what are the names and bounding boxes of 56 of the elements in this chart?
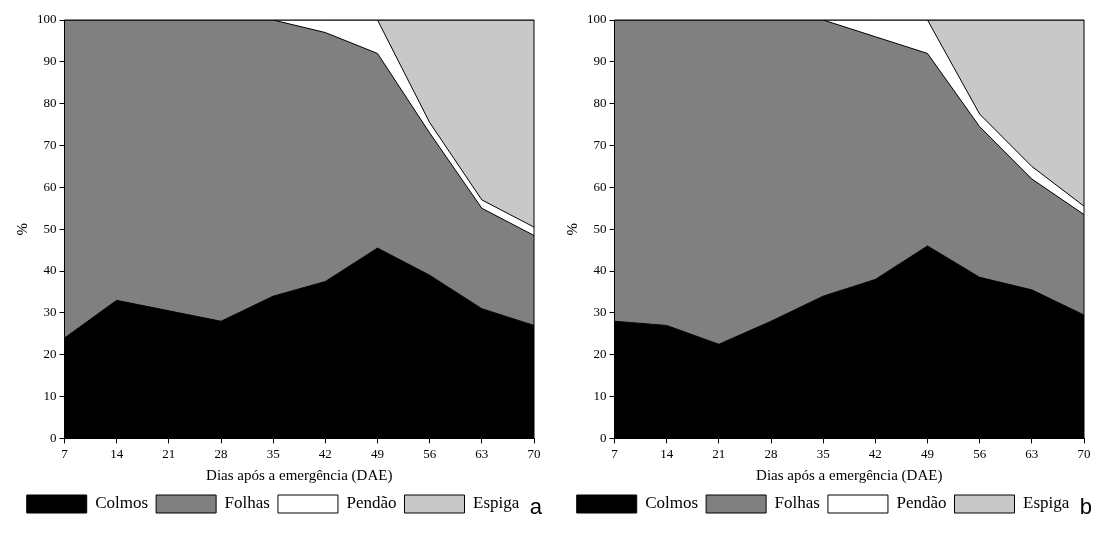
y-tick-label: 40 [43,262,57,278]
x-tick-label: 49 [371,445,384,461]
y-tick-label: 20 [43,346,57,362]
x-tick-label: 7 [61,445,69,461]
legend-label: Espiga [473,493,520,513]
y-tick-label: 90 [593,53,607,69]
y-tick-label: 0 [50,429,57,445]
y-tick-label: 50 [593,220,607,236]
y-tick-label: 70 [593,136,607,152]
x-tick-label: 28 [764,445,778,461]
y-tick-label: 30 [43,304,57,320]
legend-label: Espiga [1023,493,1070,513]
y-tick-label: 90 [43,53,57,69]
y-axis-title: % [13,222,30,236]
x-tick-label: 56 [423,445,437,461]
y-tick-label: 40 [593,262,607,278]
y-tick-label: 30 [593,304,607,320]
y-tick-label: 60 [43,178,57,194]
x-tick-label: 21 [162,445,176,461]
x-tick-label: 70 [1077,445,1091,461]
x-tick-label: 28 [214,445,228,461]
legend-label: Folhas [774,493,820,513]
x-axis-title: Dias após a emergência (DAE) [206,466,393,484]
legend-label: Colmos [95,493,149,513]
legend-label: Colmos [645,493,699,513]
x-tick-label: 70 [527,445,541,461]
y-tick-label: 20 [593,346,607,362]
x-tick-label: 21 [712,445,726,461]
y-tick-label: 100 [587,11,607,27]
y-tick-label: 100 [37,11,57,27]
y-tick-label: 0 [600,429,607,445]
x-tick-label: 7 [611,445,619,461]
x-tick-label: 35 [266,445,280,461]
x-tick-label: 56 [973,445,987,461]
x-tick-label: 14 [110,445,124,461]
x-tick-label: 42 [318,445,332,461]
y-axis-title: % [563,222,580,236]
x-axis-title: Dias após a emergência (DAE) [756,466,943,484]
x-tick-label: 49 [921,445,934,461]
legend-label: Folhas [224,493,270,513]
x-tick-label: 35 [816,445,830,461]
x-tick-label: 63 [1025,445,1039,461]
y-tick-label: 80 [593,95,607,111]
y-tick-label: 10 [593,387,607,403]
x-tick-label: 14 [660,445,674,461]
legend-label: Pendão [346,493,397,513]
x-tick-label: 63 [475,445,489,461]
text: a [529,494,543,520]
y-tick-label: 50 [43,220,57,236]
y-tick-label: 80 [43,95,57,111]
x-tick-label: 42 [868,445,882,461]
legend-label: Pendão [896,493,947,513]
text: b [1079,494,1092,520]
y-tick-label: 60 [593,178,607,194]
y-tick-label: 70 [43,136,57,152]
y-tick-label: 10 [43,387,57,403]
